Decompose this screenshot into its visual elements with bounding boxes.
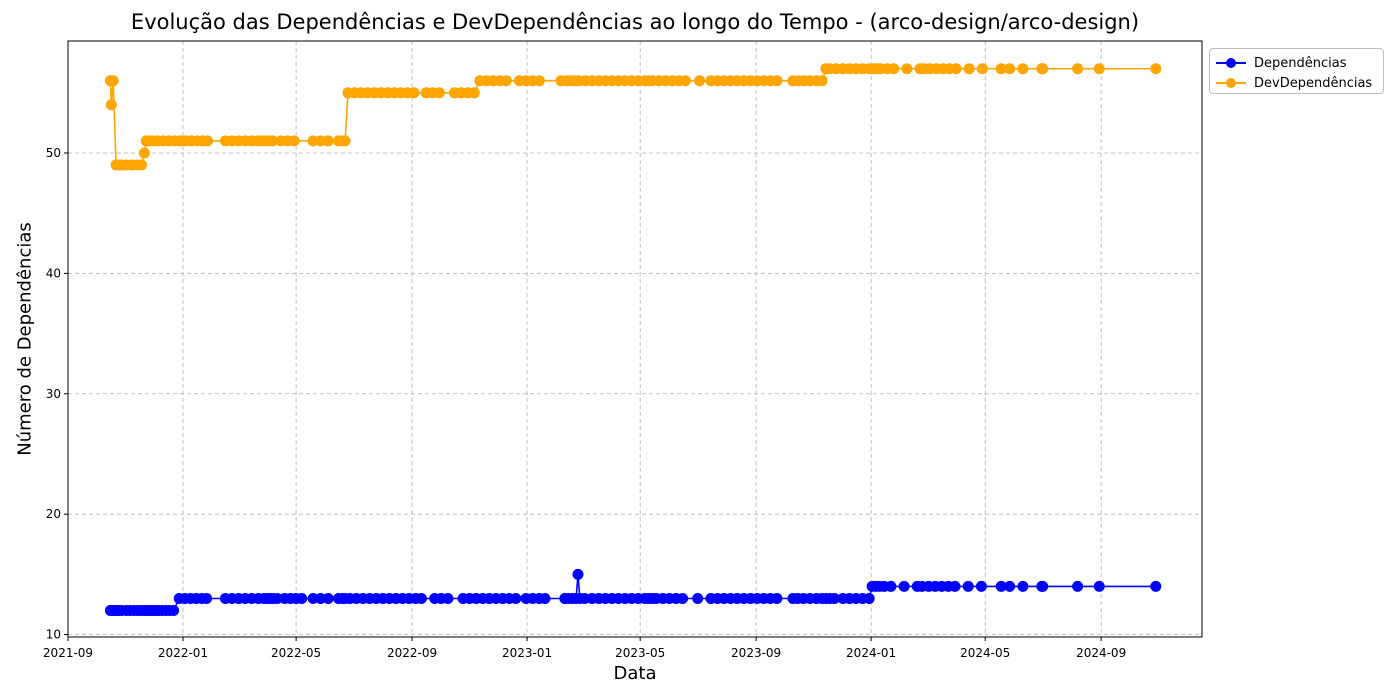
data-point: [572, 568, 584, 580]
data-point: [138, 147, 150, 159]
data-point: [433, 87, 445, 99]
x-tick-label: 2023-09: [731, 646, 781, 660]
data-point: [107, 75, 119, 87]
data-point: [949, 580, 961, 592]
y-tick-label: 40: [46, 266, 61, 280]
data-point: [202, 135, 213, 147]
data-point: [1004, 63, 1016, 75]
data-point: [995, 63, 1007, 75]
legend-label: DevDependências: [1254, 75, 1373, 91]
y-tick-label: 30: [46, 387, 61, 401]
x-tick-label: 2022-05: [271, 646, 321, 660]
data-point: [1037, 63, 1049, 75]
legend-entry: DevDependências: [1216, 73, 1377, 93]
data-point: [1004, 580, 1016, 592]
data-point: [950, 63, 962, 75]
data-point: [677, 593, 689, 604]
x-tick-label: 2022-09: [387, 646, 437, 660]
data-point: [694, 75, 706, 87]
plot-area: [68, 41, 1202, 637]
legend-entry: Dependências: [1216, 53, 1377, 73]
data-point: [962, 580, 974, 592]
data-point: [1093, 63, 1105, 75]
data-point: [539, 593, 551, 604]
data-point: [901, 63, 913, 75]
data-point: [322, 135, 334, 147]
data-point: [500, 75, 512, 87]
data-point: [468, 87, 480, 99]
x-tick-label: 2022-01: [158, 646, 208, 660]
legend-label: Dependências: [1254, 55, 1347, 71]
data-point: [1072, 580, 1084, 592]
data-point: [1150, 580, 1162, 592]
data-point: [828, 593, 840, 604]
data-point: [692, 593, 704, 604]
data-point: [1072, 63, 1084, 75]
data-point: [888, 63, 900, 75]
data-point: [863, 593, 875, 604]
data-point: [322, 593, 334, 604]
data-point: [816, 75, 828, 87]
y-tick-label: 10: [46, 628, 61, 642]
data-point: [533, 75, 545, 87]
y-tick-label: 50: [46, 146, 61, 160]
x-tick-label: 2023-05: [615, 646, 665, 660]
legend-marker: [1216, 56, 1246, 70]
data-point: [898, 580, 910, 592]
data-point: [1017, 580, 1029, 592]
data-point: [136, 159, 147, 171]
chart-title: Evolução das Dependências e DevDependênc…: [130, 10, 1140, 34]
data-point: [201, 593, 213, 604]
data-point: [315, 593, 327, 604]
data-point: [105, 99, 117, 111]
y-tick-label: 20: [46, 507, 61, 521]
data-point: [975, 580, 987, 592]
y-axis-label: Número de Dependências: [14, 222, 36, 456]
data-point: [1037, 580, 1049, 592]
data-point: [1017, 63, 1029, 75]
data-point: [976, 63, 988, 75]
data-point: [408, 87, 420, 99]
data-point: [510, 593, 522, 604]
data-point: [679, 75, 691, 87]
x-tick-label: 2024-09: [1076, 646, 1126, 660]
data-point: [267, 135, 279, 147]
x-tick-label: 2024-01: [846, 646, 896, 660]
data-point: [442, 593, 454, 604]
data-point: [339, 135, 351, 147]
data-point: [995, 580, 1007, 592]
x-tick-label: 2024-05: [960, 646, 1010, 660]
data-point: [168, 605, 180, 616]
data-point: [771, 593, 783, 604]
data-point: [885, 580, 897, 592]
data-point: [1093, 580, 1105, 592]
data-point: [296, 593, 308, 604]
legend: Dependências DevDependências: [1209, 48, 1384, 94]
data-point: [315, 135, 327, 147]
data-point: [771, 75, 783, 87]
axes-frame: [67, 40, 1203, 638]
legend-marker: [1216, 76, 1246, 90]
data-point: [1150, 63, 1162, 75]
x-tick-label: 2023-01: [502, 646, 552, 660]
x-tick-label: 2021-09: [43, 646, 93, 660]
x-axis-label: Data: [613, 663, 657, 684]
data-point: [416, 593, 427, 604]
data-point: [963, 63, 975, 75]
data-point: [288, 135, 300, 147]
